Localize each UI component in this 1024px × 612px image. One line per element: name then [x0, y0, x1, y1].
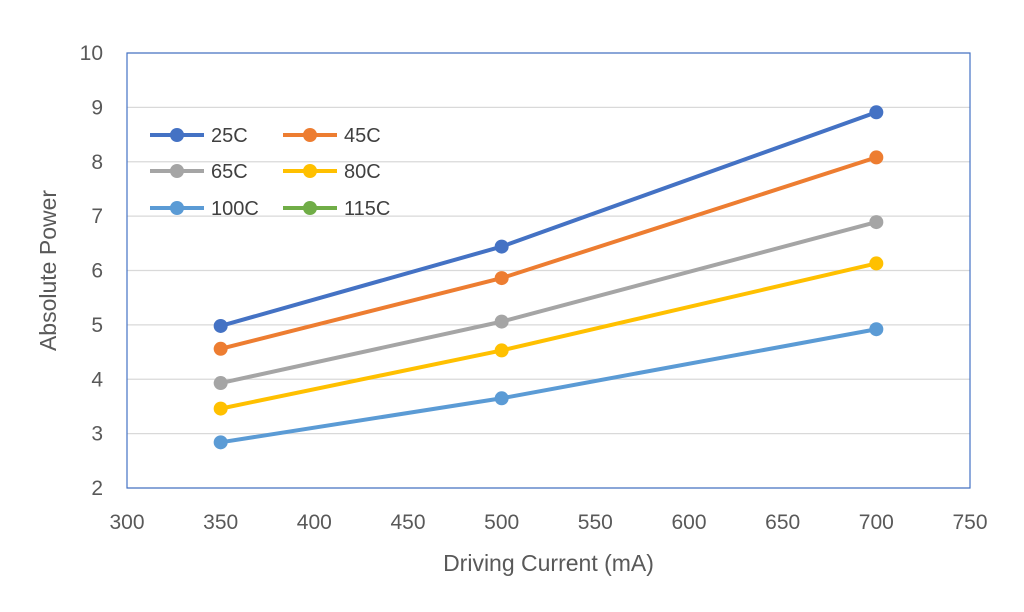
series-65C	[213, 215, 884, 391]
x-tick-label: 500	[484, 511, 519, 534]
plot-area-border	[126, 52, 971, 489]
legend-marker	[303, 164, 317, 178]
data-point	[213, 435, 228, 450]
y-tick-label: 3	[91, 423, 103, 446]
data-point	[213, 341, 228, 356]
series-25C	[213, 105, 884, 333]
series-80C	[213, 256, 884, 416]
x-tick-label: 750	[952, 511, 987, 534]
legend-item: 65C	[150, 161, 248, 183]
x-tick-label: 350	[203, 511, 238, 534]
legend-item: 100C	[150, 198, 259, 220]
legend-marker	[303, 201, 317, 215]
series-45C	[213, 150, 884, 356]
x-tick-label: 450	[390, 511, 425, 534]
legend-marker	[170, 164, 184, 178]
x-tick-label: 300	[109, 511, 144, 534]
x-tick-label: 400	[297, 511, 332, 534]
x-axis-tick-labels: 300 350 400 450 500 550 600 650 700 750	[109, 511, 987, 534]
y-axis-title: Absolute Power	[35, 190, 61, 351]
data-point	[494, 239, 509, 254]
legend-label: 45C	[344, 125, 381, 147]
x-tick-label: 650	[765, 511, 800, 534]
series-100C	[213, 322, 884, 450]
y-tick-label: 5	[91, 314, 103, 337]
y-tick-label: 7	[91, 205, 103, 228]
legend-item: 80C	[283, 161, 381, 183]
legend: 25C 45C 65C 80C 100C 115C	[150, 125, 390, 220]
x-tick-label: 550	[578, 511, 613, 534]
data-point	[494, 391, 509, 406]
legend-item: 45C	[283, 125, 381, 147]
data-point	[213, 376, 228, 391]
y-tick-label: 2	[91, 477, 103, 500]
x-tick-label: 700	[859, 511, 894, 534]
legend-label: 100C	[211, 198, 259, 220]
legend-marker	[170, 201, 184, 215]
y-tick-label: 9	[91, 96, 103, 119]
series-layer	[213, 105, 884, 450]
y-tick-label: 4	[91, 368, 103, 391]
legend-marker	[303, 128, 317, 142]
legend-label: 80C	[344, 161, 381, 183]
y-tick-label: 6	[91, 260, 103, 283]
y-tick-label: 8	[91, 151, 103, 174]
data-point	[869, 150, 884, 165]
data-point	[869, 215, 884, 230]
x-axis-title: Driving Current (mA)	[443, 550, 654, 576]
legend-label: 115C	[344, 198, 390, 220]
data-point	[213, 401, 228, 416]
data-point	[494, 314, 509, 329]
legend-label: 25C	[211, 125, 248, 147]
x-tick-label: 600	[671, 511, 706, 534]
y-tick-label: 10	[80, 42, 103, 65]
legend-item: 115C	[283, 198, 390, 220]
data-point	[869, 322, 884, 337]
data-point	[494, 343, 509, 358]
data-point	[494, 271, 509, 286]
y-axis-tick-labels: 2 3 4 5 6 7 8 9 10	[80, 42, 104, 500]
data-point	[213, 318, 228, 333]
legend-marker	[170, 128, 184, 142]
data-point	[869, 256, 884, 271]
legend-item: 25C	[150, 125, 248, 147]
legend-label: 65C	[211, 161, 248, 183]
data-point	[869, 105, 884, 120]
